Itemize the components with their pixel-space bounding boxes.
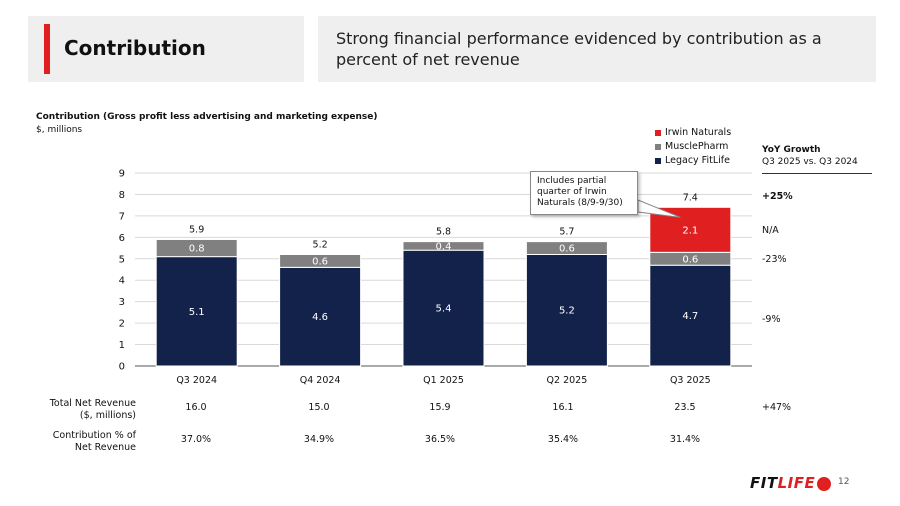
fitlife-logo: FITLIFE <box>750 474 832 492</box>
contribution-pct-value: 31.4% <box>669 434 701 445</box>
contribution-pct-label-line1: Contribution % of <box>52 430 136 441</box>
contribution-pct-value: 36.5% <box>424 434 456 445</box>
title-panel: Contribution <box>28 16 304 82</box>
bar-segment-label: 4.7 <box>682 311 698 322</box>
bar-segment-label: 5.2 <box>559 306 575 317</box>
table-row-label-revenue: Total Net Revenue ($, millions) <box>30 398 136 422</box>
legend-label-musclepharm: MusclePharm <box>665 141 729 152</box>
revenue-value: 16.0 <box>185 402 207 413</box>
page-title: Contribution <box>64 36 206 60</box>
bar-segment-label: 2.1 <box>682 225 698 236</box>
y-tick-label: 0 <box>119 362 125 373</box>
x-tick-label: Q2 2025 <box>547 375 588 386</box>
bar-total-label: 5.2 <box>313 239 328 250</box>
yoy-subtitle: Q3 2025 vs. Q3 2024 <box>762 157 858 167</box>
legend-swatch-musclepharm <box>655 144 661 150</box>
x-tick-label: Q1 2025 <box>423 375 464 386</box>
yoy-total: +25% <box>762 191 793 202</box>
page-subtitle: Strong financial performance evidenced b… <box>336 29 822 69</box>
x-tick-label: Q4 2024 <box>300 375 341 386</box>
y-tick-label: 7 <box>119 211 125 222</box>
legend-label-irwin: Irwin Naturals <box>665 127 732 138</box>
chart-legend: Irwin Naturals MusclePharm Legacy FitLif… <box>655 126 731 168</box>
y-tick-label: 8 <box>119 190 125 201</box>
table-row-label-contribution-pct: Contribution % of Net Revenue <box>30 430 136 454</box>
contribution-pct-value: 34.9% <box>303 434 335 445</box>
bar-total-label: 5.9 <box>189 224 204 235</box>
yoy-divider <box>762 173 872 174</box>
revenue-value: 16.1 <box>552 402 574 413</box>
legend-item-legacy: Legacy FitLife <box>655 154 731 168</box>
logo-life: LIFE <box>777 474 816 492</box>
y-tick-label: 4 <box>119 276 125 287</box>
callout-pointer <box>637 199 681 218</box>
bar-segment <box>525 253 608 367</box>
chart-title: Contribution (Gross profit less advertis… <box>36 112 378 122</box>
y-tick-label: 6 <box>119 233 125 244</box>
y-tick-label: 1 <box>119 340 125 351</box>
contribution-pct-value: 37.0% <box>180 434 212 445</box>
revenue-label-line2: ($, millions) <box>79 410 136 421</box>
bar-segment-label: 0.6 <box>682 254 698 265</box>
legend-item-musclepharm: MusclePharm <box>655 140 731 154</box>
bar-segment <box>279 266 362 367</box>
revenue-value: 23.5 <box>674 402 696 413</box>
contribution-pct-value: 35.4% <box>547 434 579 445</box>
bar-segment-label: 0.6 <box>312 256 328 267</box>
bar-segment <box>402 249 485 367</box>
yoy-legacy: -9% <box>762 314 781 325</box>
bar-segment-label: 0.6 <box>559 244 575 255</box>
bar-segment <box>525 241 608 255</box>
bar-segment-label: 5.1 <box>189 307 205 318</box>
yoy-title: YoY Growth <box>762 145 821 155</box>
bar-segment <box>155 238 238 258</box>
legend-swatch-irwin <box>655 130 661 136</box>
y-tick-label: 2 <box>119 319 125 330</box>
legend-item-irwin: Irwin Naturals <box>655 126 731 140</box>
subtitle-panel: Strong financial performance evidenced b… <box>318 16 876 82</box>
y-tick-label: 3 <box>119 297 125 308</box>
y-tick-label: 5 <box>119 254 125 265</box>
revenue-label-line1: Total Net Revenue <box>49 398 136 409</box>
accent-bar <box>44 24 50 74</box>
bar-segment <box>155 256 238 367</box>
yoy-musclepharm: -23% <box>762 254 787 265</box>
yoy-irwin: N/A <box>762 225 779 236</box>
annotation-callout: Includes partial quarter of Irwin Natura… <box>530 171 638 215</box>
x-tick-label: Q3 2024 <box>176 375 217 386</box>
bar-segment-label: 0.8 <box>189 244 205 255</box>
revenue-value: 15.0 <box>308 402 330 413</box>
logo-badge-icon <box>817 476 832 491</box>
bar-segment-label: 0.4 <box>436 241 452 252</box>
bar-segment-label: 4.6 <box>312 312 328 323</box>
bar-segment-label: 5.4 <box>436 304 452 315</box>
bar-total-label: 5.7 <box>559 227 574 238</box>
contribution-pct-label-line2: Net Revenue <box>74 442 136 453</box>
page-number: 12 <box>838 477 850 487</box>
revenue-value: 15.9 <box>429 402 451 413</box>
legend-swatch-legacy <box>655 158 661 164</box>
bar-segment <box>279 253 362 268</box>
bar-segment <box>402 241 485 251</box>
legend-label-legacy: Legacy FitLife <box>665 155 730 166</box>
yoy-net-revenue: +47% <box>762 402 792 413</box>
chart-unit-label: $, millions <box>36 125 83 135</box>
y-tick-label: 9 <box>119 169 125 180</box>
x-tick-label: Q3 2025 <box>670 375 711 386</box>
bar-total-label: 7.4 <box>683 192 698 203</box>
yoy-header: YoY Growth Q3 2025 vs. Q3 2024 <box>762 144 858 168</box>
bar-total-label: 5.8 <box>436 227 451 238</box>
logo-fit: FIT <box>750 474 778 492</box>
